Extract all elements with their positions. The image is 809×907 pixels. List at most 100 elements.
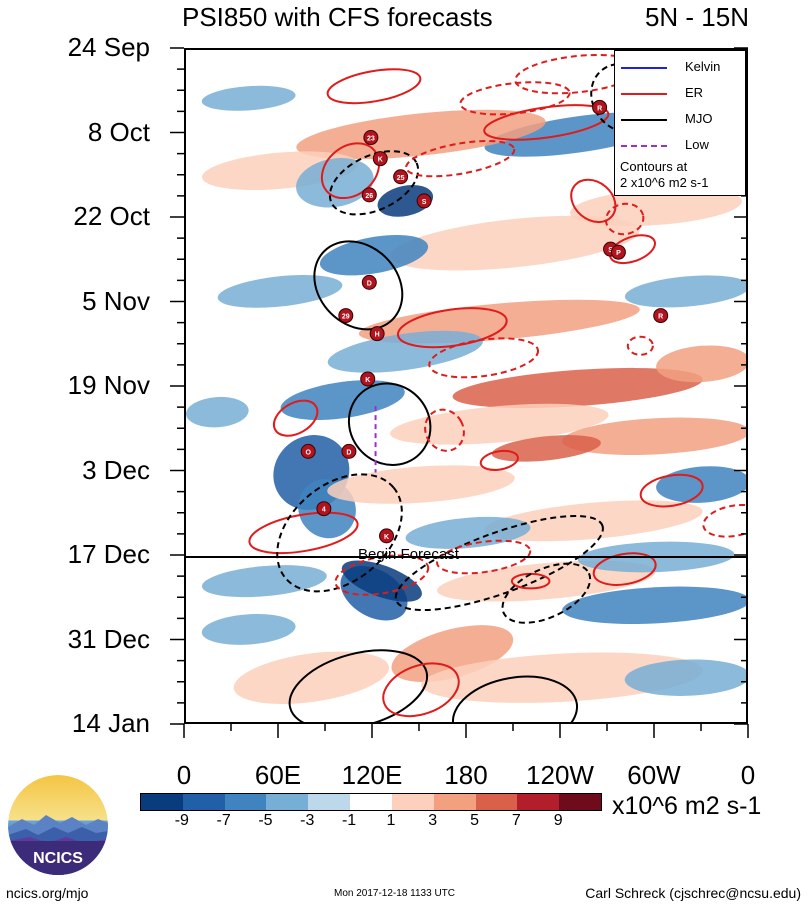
storm-marker-label: P <box>616 250 621 257</box>
x-tick-label: 120W <box>526 760 594 790</box>
colorbar-cell <box>517 794 560 810</box>
legend: Kelvin ER MJO Low Contours at 2 x10^6 m2 s-… <box>614 50 746 196</box>
er-contour <box>609 234 656 265</box>
field-blob <box>341 560 422 602</box>
field-blob <box>201 85 296 111</box>
colorbar-cell <box>224 794 267 810</box>
colorbar-cell <box>182 794 225 810</box>
storm-marker: K <box>372 151 388 167</box>
colorbar-label: 9 <box>553 812 563 829</box>
storm-marker-label: R <box>597 105 602 112</box>
footer-timestamp: Mon 2017-12-18 1133 UTC <box>334 888 455 899</box>
colorbar-label: -1 <box>341 812 357 829</box>
storm-marker: R <box>592 99 608 115</box>
storm-marker: H <box>369 326 385 342</box>
legend-line <box>621 145 667 147</box>
storm-marker-symbol <box>363 130 379 146</box>
er-contour <box>326 68 422 105</box>
er-contour <box>604 202 645 236</box>
mjo-contour <box>394 515 604 612</box>
chart-title: PSI850 with CFS forecasts <box>182 2 493 32</box>
storm-marker-symbol <box>341 443 357 459</box>
er-contour <box>382 662 460 718</box>
field-blob <box>624 275 746 308</box>
colorbar-units: x10^6 m2 s-1 <box>612 792 762 820</box>
mjo-contour <box>347 382 432 466</box>
storm-marker: 23 <box>363 130 379 146</box>
colorbar-label: -7 <box>216 812 231 829</box>
field-blob <box>327 330 483 373</box>
field-blob <box>421 652 703 703</box>
field-blob <box>390 215 640 271</box>
colorbar-cell <box>433 794 476 810</box>
storm-marker-label: S <box>608 247 613 254</box>
field-blob <box>296 109 546 160</box>
contour-note: Contours at 2 x10^6 m2 s-1 <box>620 159 708 191</box>
storm-marker-symbol <box>379 528 395 544</box>
storm-marker-label: R <box>658 314 663 321</box>
storm-marker-label: 29 <box>342 314 350 321</box>
mjo-contour <box>328 150 420 216</box>
storm-marker-symbol <box>393 169 409 185</box>
field-blob <box>656 345 746 383</box>
field-blob <box>452 367 703 409</box>
contour-note-line-1: Contours at <box>620 159 688 174</box>
colorbar-cell <box>141 794 183 810</box>
y-tick-label: 31 Dec <box>67 623 150 654</box>
colorbar-label: 1 <box>386 812 396 829</box>
er-contour <box>248 511 359 555</box>
storm-marker-label: H <box>375 332 380 339</box>
y-tick-label: 22 Oct <box>73 201 150 231</box>
field-blob <box>562 586 746 625</box>
x-tick-label: 0 <box>740 760 756 790</box>
field-blob <box>390 403 609 445</box>
storm-marker: 25 <box>393 169 409 185</box>
colorbar-cell <box>308 794 351 810</box>
y-tick-label: 19 Nov <box>67 370 150 400</box>
x-tick-label: 60E <box>254 760 302 790</box>
storm-marker-label: K <box>365 377 370 384</box>
storm-marker-label: 4 <box>322 507 326 514</box>
field-blob <box>562 417 746 456</box>
storm-marker-label: D <box>346 449 351 456</box>
mjo-contour <box>288 649 429 722</box>
footer-website-link[interactable]: ncics.org/mjo <box>6 885 89 901</box>
colorbar-cell <box>266 794 309 810</box>
legend-line <box>621 93 667 95</box>
storm-marker-label: D <box>367 280 372 287</box>
storm-marker-symbol <box>653 308 669 324</box>
er-contour <box>483 104 610 141</box>
x-tick-label: 0 <box>176 760 192 790</box>
y-tick-label: 8 Oct <box>87 116 150 147</box>
field-blob <box>319 234 429 276</box>
colorbar-label: -5 <box>258 812 273 829</box>
er-contour <box>405 139 516 178</box>
storm-marker-symbol <box>316 501 332 517</box>
field-blob <box>201 565 327 598</box>
storm-marker: S <box>416 193 432 209</box>
contour-note-line-2: 2 x10^6 m2 s-1 <box>620 175 709 190</box>
er-contour <box>479 449 519 471</box>
storm-marker: O <box>300 443 316 459</box>
er-contour <box>424 408 465 452</box>
er-contour <box>702 503 746 538</box>
storm-marker-label: 23 <box>367 136 375 143</box>
legend-line <box>621 67 667 69</box>
storm-marker-label: S <box>422 199 427 206</box>
storm-marker-symbol <box>372 151 388 167</box>
mjo-contour <box>276 473 403 593</box>
storm-marker: R <box>653 308 669 324</box>
x-tick-label: 60W <box>627 760 681 790</box>
colorbar-label: 5 <box>470 812 479 829</box>
storm-marker: K <box>379 528 395 544</box>
storm-marker-symbol <box>369 326 385 342</box>
storm-marker-label: K <box>384 534 389 541</box>
er-contour <box>272 399 319 437</box>
storm-marker: D <box>361 274 377 290</box>
er-contour <box>428 337 540 379</box>
storm-marker-symbol <box>416 193 432 209</box>
mjo-contour <box>313 240 404 331</box>
storm-marker-symbol <box>361 274 377 290</box>
